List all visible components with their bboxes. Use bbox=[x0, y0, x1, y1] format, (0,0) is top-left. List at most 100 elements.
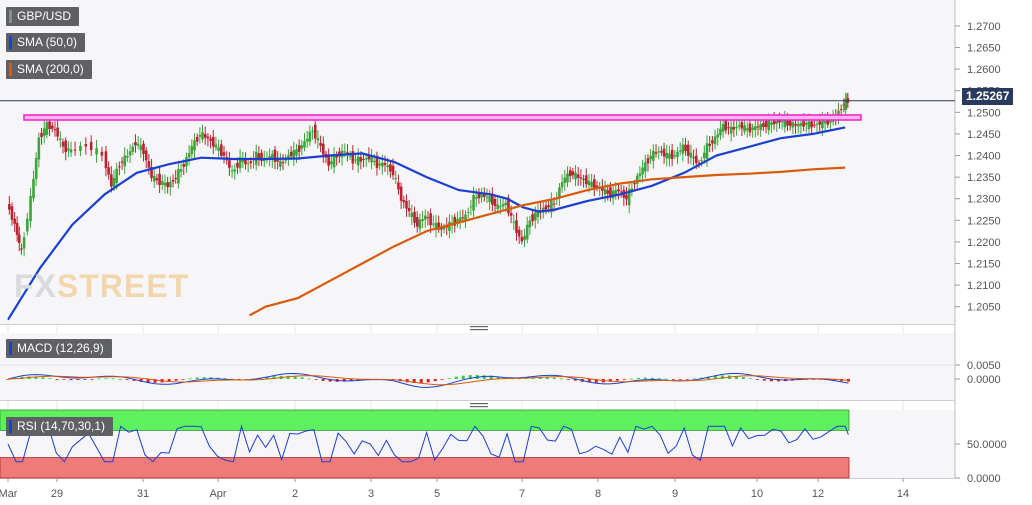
macd-histogram-bar bbox=[748, 378, 752, 380]
macd-histogram-bar bbox=[629, 378, 633, 380]
candle-body bbox=[593, 179, 596, 189]
candle-body bbox=[796, 123, 800, 127]
candle-body bbox=[359, 157, 363, 162]
candle-body bbox=[657, 151, 661, 153]
candle-body bbox=[775, 120, 779, 124]
candle-body bbox=[40, 132, 43, 138]
candle-body bbox=[56, 127, 59, 137]
candle-body bbox=[177, 168, 180, 184]
resistance-zone bbox=[23, 114, 862, 121]
candle-body bbox=[297, 145, 301, 152]
sma50-label[interactable]: SMA (50,0) bbox=[6, 33, 86, 52]
macd-histogram-bar bbox=[195, 377, 199, 379]
candle-body bbox=[617, 189, 620, 192]
candle-body bbox=[434, 222, 438, 230]
candle-body bbox=[507, 197, 510, 214]
candle-body bbox=[788, 119, 792, 126]
candle-body bbox=[660, 151, 663, 153]
candle-body bbox=[386, 165, 389, 168]
macd-histogram-bar bbox=[762, 379, 766, 381]
macd-histogram-bar bbox=[349, 379, 353, 382]
macd-histogram-bar bbox=[706, 376, 710, 379]
candle-body bbox=[515, 220, 518, 234]
candle-body bbox=[754, 126, 757, 131]
price-tick-label: 1.2350 bbox=[967, 172, 1001, 184]
candle-body bbox=[767, 120, 771, 131]
rsi-panel: 50.0000 0.0000 bbox=[0, 409, 1007, 485]
candle-body bbox=[217, 147, 220, 151]
candle-body bbox=[209, 138, 212, 141]
candle-body bbox=[426, 217, 430, 219]
candle-body bbox=[144, 150, 148, 161]
candle-body bbox=[48, 121, 51, 130]
macd-label[interactable]: MACD (12,26,9) bbox=[6, 339, 112, 358]
candle-body bbox=[547, 205, 550, 208]
candle-body bbox=[509, 213, 513, 216]
candle-body bbox=[308, 131, 312, 142]
candle-body bbox=[432, 223, 435, 225]
candle-body bbox=[523, 235, 526, 241]
candle-body bbox=[142, 143, 145, 154]
candle-body bbox=[499, 206, 502, 208]
price-tick-label: 1.2700 bbox=[967, 21, 1001, 33]
macd-histogram-bar bbox=[230, 378, 234, 380]
macd-histogram-bar bbox=[146, 379, 150, 383]
candle-body bbox=[542, 207, 545, 213]
candle-body bbox=[249, 161, 253, 163]
candle-body bbox=[638, 173, 642, 177]
candle-body bbox=[673, 155, 677, 157]
sma50-line bbox=[7, 126, 846, 321]
candle-body bbox=[729, 126, 733, 134]
candle-body bbox=[79, 145, 82, 152]
candle-body bbox=[61, 141, 65, 147]
candle-body bbox=[37, 137, 41, 160]
candle-body bbox=[525, 224, 529, 240]
candle-body bbox=[128, 151, 132, 156]
candle-body bbox=[697, 162, 701, 164]
macd-histogram-bar bbox=[62, 379, 66, 380]
candle-body bbox=[780, 121, 784, 123]
macd-histogram-bar bbox=[41, 377, 45, 379]
rsi-label[interactable]: RSI (14,70,30,1) bbox=[6, 417, 114, 436]
candle-body bbox=[367, 155, 371, 160]
candle-body bbox=[335, 155, 339, 158]
candle-body bbox=[15, 222, 19, 236]
macd-histogram-bar bbox=[692, 378, 696, 380]
sma200-label[interactable]: SMA (200,0) bbox=[6, 60, 92, 79]
symbol-label[interactable]: GBP/USD bbox=[6, 7, 80, 26]
candle-body bbox=[772, 119, 776, 125]
candle-body bbox=[603, 188, 607, 195]
pane-resize-handle bbox=[470, 403, 488, 405]
macd-histogram-bar bbox=[664, 378, 668, 380]
candle-body bbox=[778, 119, 781, 123]
candle-body bbox=[407, 207, 411, 212]
macd-histogram-bar bbox=[342, 379, 346, 382]
candle-body bbox=[762, 123, 765, 127]
candle-body bbox=[606, 190, 610, 194]
macd-histogram-bar bbox=[538, 377, 542, 379]
candle-body bbox=[574, 172, 577, 180]
main-panel-bg bbox=[0, 0, 955, 324]
macd-histogram-bar bbox=[608, 379, 612, 382]
candle-body bbox=[163, 182, 167, 186]
candle-body bbox=[472, 194, 475, 211]
macd-histogram-bar bbox=[419, 379, 423, 384]
macd-histogram-bar bbox=[566, 379, 570, 380]
macd-histogram-bar bbox=[55, 379, 59, 380]
candle-body bbox=[421, 219, 424, 222]
candle-body bbox=[131, 146, 135, 152]
candle-body bbox=[69, 149, 73, 153]
candle-body bbox=[512, 221, 516, 223]
candle-body bbox=[844, 99, 848, 110]
macd-histogram-bar bbox=[545, 377, 549, 379]
candle-body bbox=[305, 138, 309, 142]
candle-body bbox=[281, 162, 285, 164]
time-tick-label: Apr bbox=[209, 488, 226, 500]
candle-body bbox=[136, 143, 140, 146]
candle-body bbox=[678, 150, 682, 152]
candle-body bbox=[794, 123, 797, 126]
candle-body bbox=[348, 155, 352, 157]
macd-histogram-bar bbox=[454, 376, 458, 379]
candle-body bbox=[32, 178, 35, 199]
candle-body bbox=[67, 148, 70, 151]
